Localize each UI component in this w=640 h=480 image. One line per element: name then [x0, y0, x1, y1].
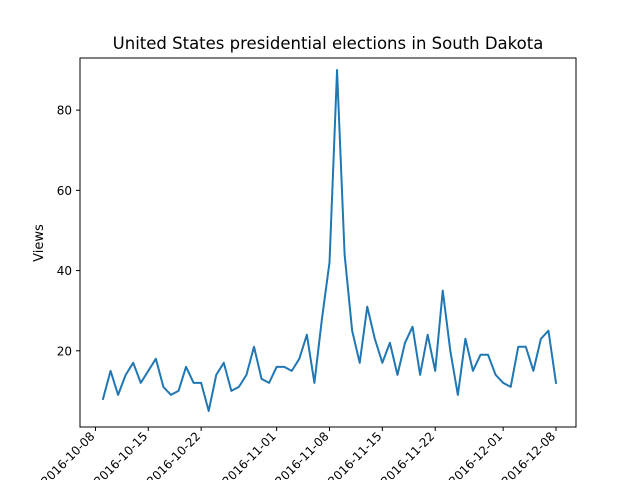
- y-tick-label: 60: [57, 184, 72, 198]
- y-tick-label: 80: [57, 104, 72, 118]
- y-axis-label: Views: [32, 224, 47, 262]
- y-tick-label: 40: [57, 264, 72, 278]
- y-axis-ticks: 20 40 60 80: [57, 104, 80, 358]
- y-tick-label: 20: [57, 344, 72, 358]
- series-line-views: [101, 69, 558, 412]
- plot-area-frame: [79, 57, 577, 428]
- chart-title: United States presidential elections in …: [113, 34, 544, 53]
